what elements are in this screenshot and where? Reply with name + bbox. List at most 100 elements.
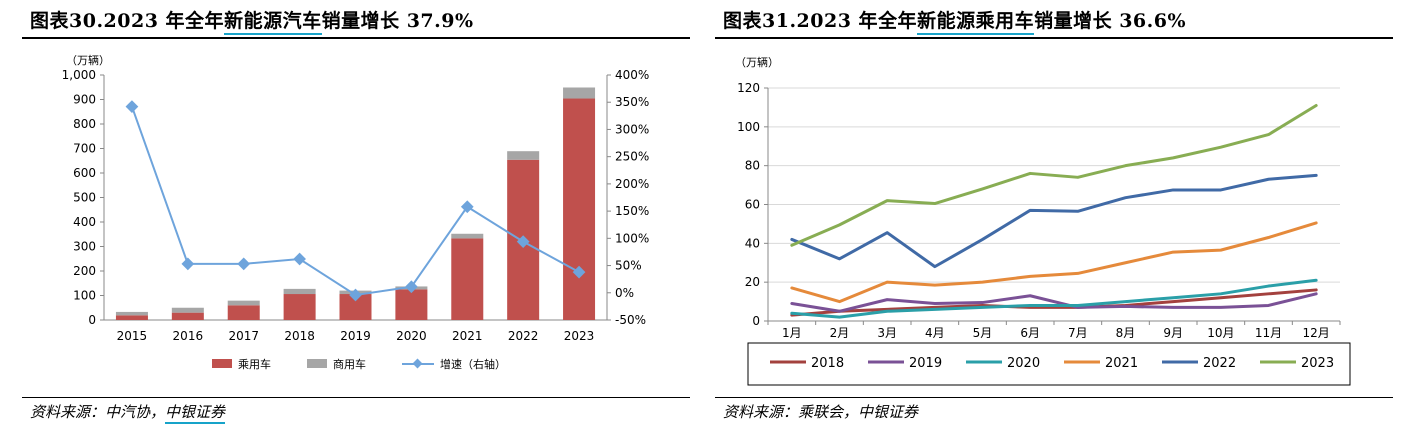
left-bar-line-chart: （万辆） 0 100 200 300 400 500 600 700 800 900 1,000 -5… [62,53,650,371]
growth-point [293,252,306,266]
left-y-tick-label: 0 [88,313,96,327]
growth-point [237,257,251,271]
left-y-tick-label: 800 [73,117,96,131]
growth-point [349,288,362,302]
x-tick-label: 12月 [1303,326,1330,340]
bar-commercial [171,307,204,313]
right-title-prefix: 图表31.2023 年全年 [723,10,918,32]
right-y-tick-label: 100% [615,231,649,245]
left-y-tick-label: 300 [73,240,96,254]
legend-label-2021: 2021 [1105,356,1138,371]
x-tick-label: 7月 [1068,326,1088,340]
bar-passenger [283,294,316,320]
right-y-tick-label: 400% [615,68,649,82]
left-y-tick-label: 500 [73,191,96,205]
left-bottom-rule [22,397,690,398]
left-y-tick-label: 1,000 [62,68,96,82]
growth-point [405,280,418,294]
legend-label-growth: 增速（右轴） [440,357,506,371]
series-line-2018 [790,288,1318,317]
bar-commercial [563,87,596,99]
series-line-2022 [790,173,1318,269]
x-tick-label: 8月 [1116,326,1136,340]
right-y-tick-label: 250% [615,150,649,164]
x-tick-label: 2019 [340,329,371,343]
bar-commercial [115,311,148,316]
bar-passenger [395,289,428,320]
right-line-chart: （万辆） 0 20 40 60 80 100 120 1月 2月 3月 4月 5月 6月 7月 8月 9月 10… [735,55,1351,386]
left-source-highlight: 中银证券 [165,403,226,424]
left-source-prefix: 资料来源：中汽协， [30,403,166,421]
bar-commercial [283,288,316,295]
right-bottom-rule [715,397,1393,398]
legend-label-2018: 2018 [811,356,844,371]
x-tick-label: 9月 [1163,326,1183,340]
growth-point [460,200,474,214]
x-tick-label: 2月 [830,326,850,340]
right-figure-title: 图表31.2023 年全年新能源乘用车销量增长 36.6% [723,6,1186,35]
left-y-tick-label: 700 [73,142,96,156]
series-line-2023 [790,103,1318,247]
legend-label-passenger: 乘用车 [238,357,271,371]
series-line-2020 [790,278,1318,319]
y-tick-label: 40 [745,236,760,250]
growth-point [181,257,195,271]
left-unit-label: （万辆） [66,53,110,67]
y-tick-label: 20 [745,275,760,289]
legend-label-2019: 2019 [909,356,942,371]
x-tick-label: 6月 [1020,326,1040,340]
left-figure-title: 图表30.2023 年全年新能源汽车销量增长 37.9% [30,6,474,35]
right-title-highlight: 新能源乘用车 [917,10,1035,35]
right-y-tick-label: 0% [615,286,634,300]
x-tick-label: 2015 [117,329,148,343]
right-source-note: 资料来源：乘联会，中银证券 [723,403,919,421]
x-tick-label: 2016 [173,329,204,343]
right-y-tick-label: 200% [615,177,649,191]
x-tick-label: 1月 [782,326,802,340]
x-tick-label: 11月 [1255,326,1282,340]
left-y-tick-label: 100 [73,289,96,303]
bar-commercial [507,151,540,160]
legend-swatch-passenger [212,359,232,368]
left-source-note: 资料来源：中汽协，中银证券 [30,401,226,424]
x-tick-label: 3月 [877,326,897,340]
legend-label-commercial: 商用车 [333,357,366,371]
x-tick-label: 2022 [508,329,539,343]
x-tick-label: 2018 [284,329,315,343]
bar-passenger [115,315,148,320]
bar-passenger [451,238,484,320]
right-y-tick-label: 50% [615,259,642,273]
y-tick-label: 60 [745,198,760,212]
legend-swatch-commercial [307,359,327,368]
bar-passenger [563,98,596,321]
bar-passenger [171,312,204,320]
right-unit-label: （万辆） [735,55,779,69]
x-tick-label: 2021 [452,329,483,343]
series-line-2021 [790,221,1318,304]
x-tick-label: 2023 [564,329,595,343]
legend-label-2020: 2020 [1007,356,1040,371]
legend-box [747,342,1351,386]
left-y-tick-label: 200 [73,264,96,278]
x-tick-label: 2017 [228,329,259,343]
y-tick-label: 120 [737,81,760,95]
left-y-tick-label: 400 [73,215,96,229]
legend-label-2023: 2023 [1301,356,1334,371]
x-tick-label: 2020 [396,329,427,343]
y-tick-label: 0 [752,314,760,328]
right-y-tick-label: -50% [615,313,646,327]
legend-label-2022: 2022 [1203,356,1236,371]
left-y-tick-label: 600 [73,166,96,180]
right-figure-panel: 图表31.2023 年全年新能源乘用车销量增长 36.6% （万辆） 0 20 40… [715,0,1393,429]
left-title-prefix: 图表30.2023 年全年 [30,10,225,32]
x-tick-label: 4月 [925,326,945,340]
bar-passenger [227,305,260,320]
left-title-suffix: 销量增长 37.9% [321,10,474,32]
right-y-tick-label: 350% [615,95,649,109]
legend-marker-growth [412,358,423,369]
left-y-tick-label: 900 [73,93,96,107]
growth-point [516,235,530,248]
left-title-rule [22,37,690,39]
x-tick-label: 5月 [973,326,993,340]
y-tick-label: 80 [745,159,760,173]
